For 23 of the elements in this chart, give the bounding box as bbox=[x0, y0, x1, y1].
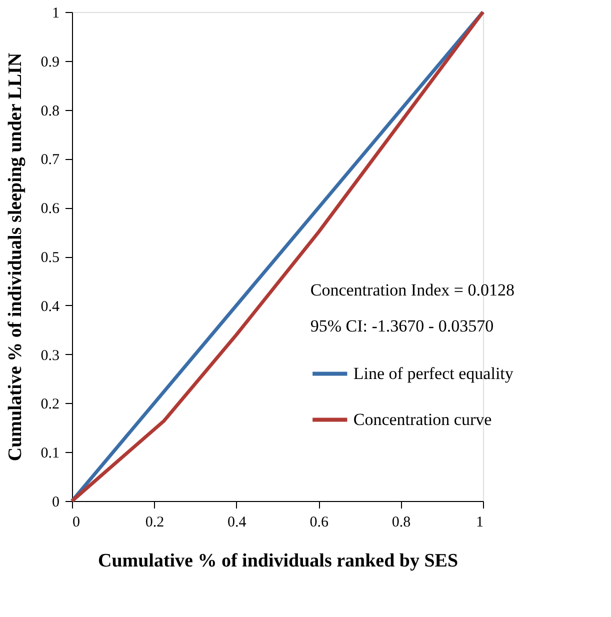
y-tick-label: 1 bbox=[52, 6, 60, 22]
annotation: Concentration Index = 0.0128 bbox=[310, 280, 514, 300]
y-tick-label: 0.2 bbox=[40, 396, 60, 413]
y-tick-label: 0 bbox=[52, 494, 60, 510]
y-tick-label: 0.5 bbox=[40, 250, 60, 266]
x-tick-label: 0.6 bbox=[310, 514, 329, 530]
x-tick-label: 0 bbox=[72, 514, 80, 530]
x-axis-title: Cumulative % of individuals ranked by SES bbox=[98, 550, 458, 572]
y-tick-label: 0.6 bbox=[40, 201, 60, 218]
y-tick-label: 0.3 bbox=[40, 348, 60, 364]
legend-label: Line of perfect equality bbox=[353, 364, 514, 383]
y-tick-label: 0.9 bbox=[40, 54, 60, 70]
x-tick-label: 0.4 bbox=[228, 514, 247, 530]
legend-label: Concentration curve bbox=[353, 410, 492, 429]
x-tick-label: 0.2 bbox=[145, 514, 164, 530]
y-axis-title: Cumulative % of individuals sleeping under LLIN bbox=[4, 52, 26, 462]
x-tick-label: 1 bbox=[476, 514, 484, 530]
y-tick-label: 0.8 bbox=[40, 103, 60, 120]
annotation: 95% CI: -1.3670 - 0.03570 bbox=[310, 316, 494, 336]
y-tick-label: 0.7 bbox=[40, 152, 60, 168]
x-tick-label: 0.8 bbox=[392, 514, 411, 530]
y-tick-label: 0.4 bbox=[40, 298, 60, 315]
y-tick-label: 0.1 bbox=[40, 446, 60, 462]
